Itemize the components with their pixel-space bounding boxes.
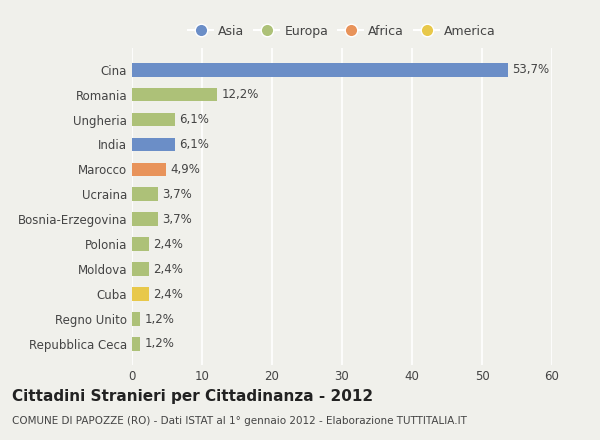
Bar [132, 237, 149, 251]
Legend: Asia, Europa, Africa, America: Asia, Europa, Africa, America [183, 20, 501, 43]
Bar [132, 262, 149, 276]
Bar [132, 88, 217, 102]
Bar [132, 337, 140, 351]
Text: 1,2%: 1,2% [145, 337, 175, 350]
Text: COMUNE DI PAPOZZE (RO) - Dati ISTAT al 1° gennaio 2012 - Elaborazione TUTTITALIA: COMUNE DI PAPOZZE (RO) - Dati ISTAT al 1… [12, 416, 467, 426]
Text: Cittadini Stranieri per Cittadinanza - 2012: Cittadini Stranieri per Cittadinanza - 2… [12, 389, 373, 404]
Text: 6,1%: 6,1% [179, 113, 209, 126]
Bar [132, 213, 158, 226]
Text: 3,7%: 3,7% [162, 188, 192, 201]
Text: 1,2%: 1,2% [145, 312, 175, 326]
Text: 12,2%: 12,2% [221, 88, 259, 101]
Bar [132, 113, 175, 126]
Text: 2,4%: 2,4% [153, 238, 183, 251]
Bar [132, 138, 175, 151]
Text: 2,4%: 2,4% [153, 263, 183, 275]
Text: 3,7%: 3,7% [162, 213, 192, 226]
Bar [132, 162, 166, 176]
Text: 4,9%: 4,9% [170, 163, 200, 176]
Bar [132, 287, 149, 301]
Text: 53,7%: 53,7% [512, 63, 549, 76]
Bar [132, 312, 140, 326]
Text: 2,4%: 2,4% [153, 288, 183, 301]
Text: 6,1%: 6,1% [179, 138, 209, 151]
Bar [132, 187, 158, 201]
Bar [132, 63, 508, 77]
